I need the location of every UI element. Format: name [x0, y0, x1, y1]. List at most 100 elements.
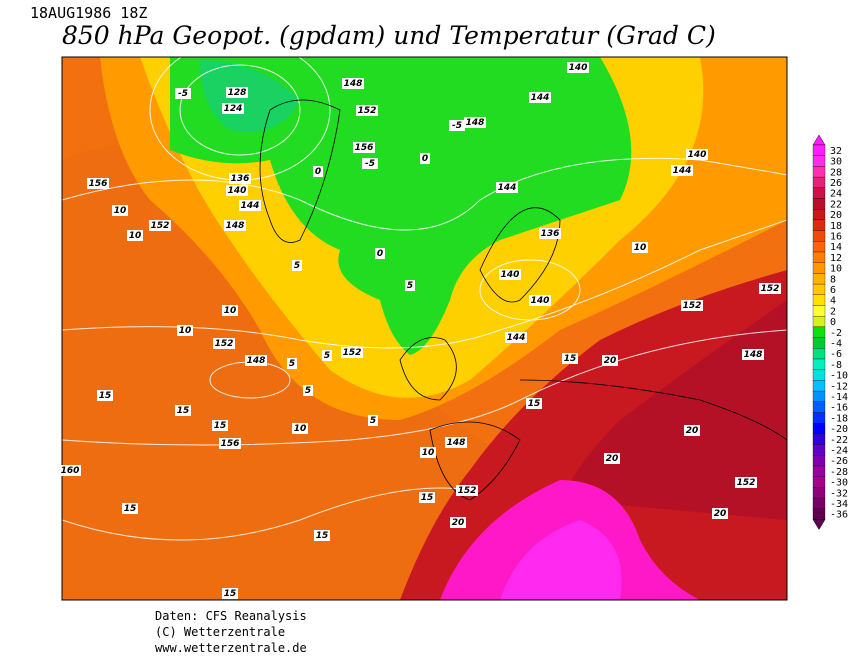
- contour-label-text: 144: [241, 201, 260, 211]
- colorbar-segment: [812, 273, 826, 285]
- contour-label-text: 140: [531, 296, 550, 306]
- contour-label-text: 20: [686, 426, 699, 436]
- contour-label-text: 144: [531, 93, 550, 103]
- contour-label-text: 0: [315, 167, 321, 177]
- contour-label: 152: [356, 105, 378, 116]
- contour-label: 152: [341, 347, 363, 358]
- contour-label-box: [177, 325, 193, 336]
- contour-label-text: 10: [129, 231, 142, 241]
- contour-label: 152: [759, 283, 781, 294]
- colorbar-label: 0: [830, 317, 836, 328]
- contour-label-text: 10: [224, 306, 237, 316]
- colorbar-segment: [812, 144, 826, 156]
- colorbar-segment: [812, 251, 826, 263]
- contour-label-text: 140: [569, 63, 588, 73]
- contour-label: 0: [420, 153, 430, 164]
- contour-label: 5: [368, 415, 378, 426]
- colorbar-segment: [812, 497, 826, 509]
- contour-label-box: [420, 447, 436, 458]
- contour-label: 140: [686, 149, 708, 160]
- colorbar-label: -18: [830, 413, 848, 424]
- colorbar-label: -2: [830, 328, 842, 339]
- contour-label-text: 152: [683, 301, 702, 311]
- contour-label: 0: [375, 248, 385, 259]
- colorbar-label: 6: [830, 285, 836, 296]
- contour-label-text: 152: [151, 221, 170, 231]
- map: [62, 57, 787, 600]
- colorbar-segment: [812, 369, 826, 381]
- contour-label-text: -5: [452, 121, 462, 131]
- contour-label: 15: [562, 353, 578, 364]
- date: 18AUG1986 18Z: [30, 4, 147, 22]
- contour-label: 20: [604, 453, 620, 464]
- contour-label: 152: [456, 485, 478, 496]
- colorbar-label: 24: [830, 189, 842, 200]
- colorbar-segment: [812, 198, 826, 210]
- contour-label: 5: [287, 358, 297, 369]
- colorbar-segment: [812, 487, 826, 499]
- colorbar-label: 32: [830, 146, 842, 157]
- contour-label-box: [526, 398, 542, 409]
- contour-label-text: 15: [421, 493, 434, 503]
- contour-label: 10: [420, 447, 436, 458]
- contour-label: 140: [226, 185, 248, 196]
- contour-label-box: [499, 269, 521, 280]
- colorbar-segment: [812, 219, 826, 231]
- contour-label-text: 5: [324, 351, 330, 361]
- footer-line: (C) Wetterzentrale: [155, 625, 285, 639]
- contour-label: 5: [303, 385, 313, 396]
- contour-label: 15: [314, 530, 330, 541]
- contour-label-box: [567, 62, 589, 73]
- contour-label-text: 140: [228, 186, 247, 196]
- footer-line: Daten: CFS Reanalysis: [155, 609, 307, 623]
- colorbar-label: 2: [830, 306, 836, 317]
- colorbar-segment: [812, 241, 826, 253]
- colorbar-segment: [812, 444, 826, 456]
- colorbar-segment: [812, 423, 826, 435]
- colorbar-label: -28: [830, 467, 848, 478]
- colorbar-segment: [812, 433, 826, 445]
- colorbar-segment: [812, 465, 826, 477]
- contour-label-text: 152: [737, 478, 756, 488]
- contour-label-text: 5: [289, 359, 295, 369]
- contour-label-text: 148: [447, 438, 466, 448]
- contour-label-box: [464, 117, 486, 128]
- colorbar-segment: [812, 337, 826, 349]
- contour-label: 144: [496, 182, 518, 193]
- colorbar-label: 28: [830, 167, 842, 178]
- colorbar-label: 12: [830, 253, 842, 264]
- contour-label: 148: [224, 220, 246, 231]
- contour-label-text: 156: [221, 439, 240, 449]
- contour-label: 15: [122, 503, 138, 514]
- colorbar-segment: [812, 412, 826, 424]
- contour-label-box: [419, 492, 435, 503]
- contour-label-text: 152: [343, 348, 362, 358]
- contour-label-box: [456, 485, 478, 496]
- contour-label-text: 152: [761, 284, 780, 294]
- colorbar-segment: [812, 390, 826, 402]
- colorbar-label: -16: [830, 403, 848, 414]
- contour-label: 148: [464, 117, 486, 128]
- contour-label-box: [87, 178, 109, 189]
- contour-label-text: 152: [215, 339, 234, 349]
- contour-label-box: [356, 105, 378, 116]
- colorbar-segment: [812, 305, 826, 317]
- contour-label: 148: [342, 78, 364, 89]
- contour-label-box: [226, 185, 248, 196]
- contour-label-text: 156: [89, 179, 108, 189]
- contour-label-text: 10: [634, 243, 647, 253]
- colorbar-segment: [812, 380, 826, 392]
- footer-line: www.wetterzentrale.de: [155, 641, 307, 655]
- contour-label-text: 140: [688, 150, 707, 160]
- contour-label-text: 15: [316, 531, 329, 541]
- colorbar-segment: [812, 508, 826, 520]
- contour-label-text: -5: [365, 159, 375, 169]
- colorbar-segment: [812, 326, 826, 338]
- contour-label: 20: [450, 517, 466, 528]
- contour-label-box: [684, 425, 700, 436]
- colorbar-label: -26: [830, 456, 848, 467]
- colorbar-segment: [812, 230, 826, 242]
- contour-label-text: 15: [99, 391, 112, 401]
- contour-label-box: [353, 142, 375, 153]
- contour-label-box: [529, 92, 551, 103]
